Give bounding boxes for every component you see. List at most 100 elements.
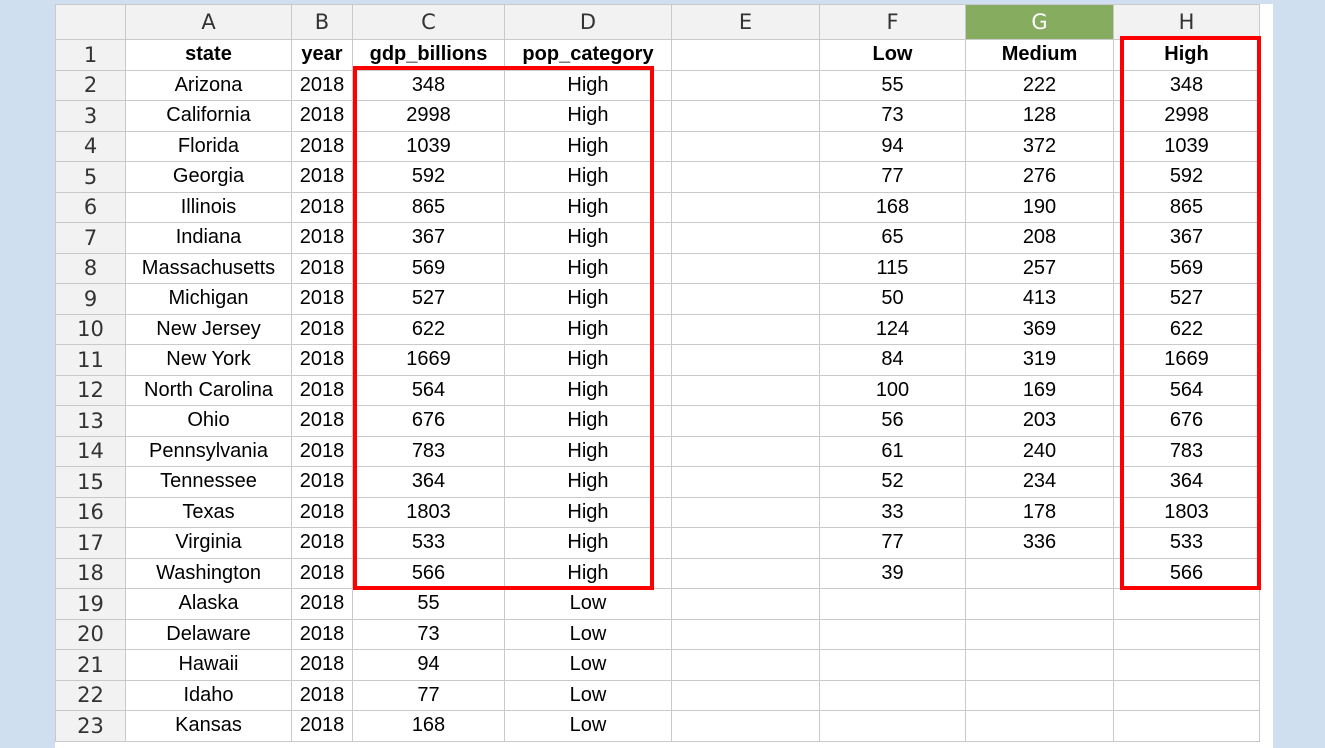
cell-c7[interactable]: 367 xyxy=(352,222,505,254)
cell-h19[interactable] xyxy=(1113,588,1260,620)
cell-d17[interactable]: High xyxy=(504,527,672,559)
cell-b14[interactable]: 2018 xyxy=(291,435,353,467)
cell-b1[interactable]: year xyxy=(291,39,353,71)
cell-b2[interactable]: 2018 xyxy=(291,69,353,101)
cell-f10[interactable]: 124 xyxy=(819,313,966,345)
cell-d2[interactable]: High xyxy=(504,69,672,101)
cell-b15[interactable]: 2018 xyxy=(291,466,353,498)
cell-c5[interactable]: 592 xyxy=(352,161,505,193)
cell-c13[interactable]: 676 xyxy=(352,405,505,437)
row-header[interactable]: 17 xyxy=(55,527,126,559)
cell-f13[interactable]: 56 xyxy=(819,405,966,437)
cell-e23[interactable] xyxy=(671,710,820,742)
cell-c18[interactable]: 566 xyxy=(352,557,505,589)
cell-d13[interactable]: High xyxy=(504,405,672,437)
cell-d22[interactable]: Low xyxy=(504,679,672,711)
cell-h14[interactable]: 783 xyxy=(1113,435,1260,467)
cell-g19[interactable] xyxy=(965,588,1114,620)
cell-b12[interactable]: 2018 xyxy=(291,374,353,406)
cell-b17[interactable]: 2018 xyxy=(291,527,353,559)
cell-g10[interactable]: 369 xyxy=(965,313,1114,345)
cell-e14[interactable] xyxy=(671,435,820,467)
cell-a2[interactable]: Arizona xyxy=(125,69,292,101)
cell-b18[interactable]: 2018 xyxy=(291,557,353,589)
cell-c14[interactable]: 783 xyxy=(352,435,505,467)
cell-g16[interactable]: 178 xyxy=(965,496,1114,528)
cell-h3[interactable]: 2998 xyxy=(1113,100,1260,132)
cell-b10[interactable]: 2018 xyxy=(291,313,353,345)
cell-h12[interactable]: 564 xyxy=(1113,374,1260,406)
cell-h15[interactable]: 364 xyxy=(1113,466,1260,498)
cell-f1[interactable]: Low xyxy=(819,39,966,71)
cell-a5[interactable]: Georgia xyxy=(125,161,292,193)
cell-a17[interactable]: Virginia xyxy=(125,527,292,559)
cell-a7[interactable]: Indiana xyxy=(125,222,292,254)
cell-d15[interactable]: High xyxy=(504,466,672,498)
cell-h13[interactable]: 676 xyxy=(1113,405,1260,437)
cell-e5[interactable] xyxy=(671,161,820,193)
cell-e6[interactable] xyxy=(671,191,820,223)
row-header[interactable]: 23 xyxy=(55,710,126,742)
row-header[interactable]: 9 xyxy=(55,283,126,315)
cell-d20[interactable]: Low xyxy=(504,618,672,650)
cell-c17[interactable]: 533 xyxy=(352,527,505,559)
column-header-g[interactable]: G xyxy=(965,4,1114,40)
cell-a8[interactable]: Massachusetts xyxy=(125,252,292,284)
cell-d14[interactable]: High xyxy=(504,435,672,467)
column-header-f[interactable]: F xyxy=(819,4,966,40)
cell-b19[interactable]: 2018 xyxy=(291,588,353,620)
cell-d9[interactable]: High xyxy=(504,283,672,315)
cell-g15[interactable]: 234 xyxy=(965,466,1114,498)
cell-h23[interactable] xyxy=(1113,710,1260,742)
cell-b8[interactable]: 2018 xyxy=(291,252,353,284)
cell-f2[interactable]: 55 xyxy=(819,69,966,101)
cell-h7[interactable]: 367 xyxy=(1113,222,1260,254)
cell-d10[interactable]: High xyxy=(504,313,672,345)
column-header-h[interactable]: H xyxy=(1113,4,1260,40)
row-header[interactable]: 10 xyxy=(55,313,126,345)
column-header-e[interactable]: E xyxy=(671,4,820,40)
cell-h2[interactable]: 348 xyxy=(1113,69,1260,101)
cell-f4[interactable]: 94 xyxy=(819,130,966,162)
cell-f5[interactable]: 77 xyxy=(819,161,966,193)
cell-d19[interactable]: Low xyxy=(504,588,672,620)
cell-c20[interactable]: 73 xyxy=(352,618,505,650)
row-header[interactable]: 14 xyxy=(55,435,126,467)
cell-c4[interactable]: 1039 xyxy=(352,130,505,162)
cell-c16[interactable]: 1803 xyxy=(352,496,505,528)
cell-d3[interactable]: High xyxy=(504,100,672,132)
cell-b16[interactable]: 2018 xyxy=(291,496,353,528)
cell-g6[interactable]: 190 xyxy=(965,191,1114,223)
cell-e11[interactable] xyxy=(671,344,820,376)
cell-f7[interactable]: 65 xyxy=(819,222,966,254)
cell-h17[interactable]: 533 xyxy=(1113,527,1260,559)
cell-g17[interactable]: 336 xyxy=(965,527,1114,559)
row-header[interactable]: 16 xyxy=(55,496,126,528)
cell-e8[interactable] xyxy=(671,252,820,284)
cell-d18[interactable]: High xyxy=(504,557,672,589)
cell-h4[interactable]: 1039 xyxy=(1113,130,1260,162)
cell-e2[interactable] xyxy=(671,69,820,101)
cell-d8[interactable]: High xyxy=(504,252,672,284)
cell-h9[interactable]: 527 xyxy=(1113,283,1260,315)
cell-a15[interactable]: Tennessee xyxy=(125,466,292,498)
cell-a11[interactable]: New York xyxy=(125,344,292,376)
row-header[interactable]: 12 xyxy=(55,374,126,406)
cell-b20[interactable]: 2018 xyxy=(291,618,353,650)
cell-d12[interactable]: High xyxy=(504,374,672,406)
cell-f17[interactable]: 77 xyxy=(819,527,966,559)
cell-f9[interactable]: 50 xyxy=(819,283,966,315)
row-header[interactable]: 4 xyxy=(55,130,126,162)
cell-b4[interactable]: 2018 xyxy=(291,130,353,162)
cell-g12[interactable]: 169 xyxy=(965,374,1114,406)
cell-a12[interactable]: North Carolina xyxy=(125,374,292,406)
cell-a10[interactable]: New Jersey xyxy=(125,313,292,345)
cell-d7[interactable]: High xyxy=(504,222,672,254)
cell-f3[interactable]: 73 xyxy=(819,100,966,132)
cell-e19[interactable] xyxy=(671,588,820,620)
cell-c2[interactable]: 348 xyxy=(352,69,505,101)
row-header[interactable]: 15 xyxy=(55,466,126,498)
cell-b21[interactable]: 2018 xyxy=(291,649,353,681)
cell-c3[interactable]: 2998 xyxy=(352,100,505,132)
